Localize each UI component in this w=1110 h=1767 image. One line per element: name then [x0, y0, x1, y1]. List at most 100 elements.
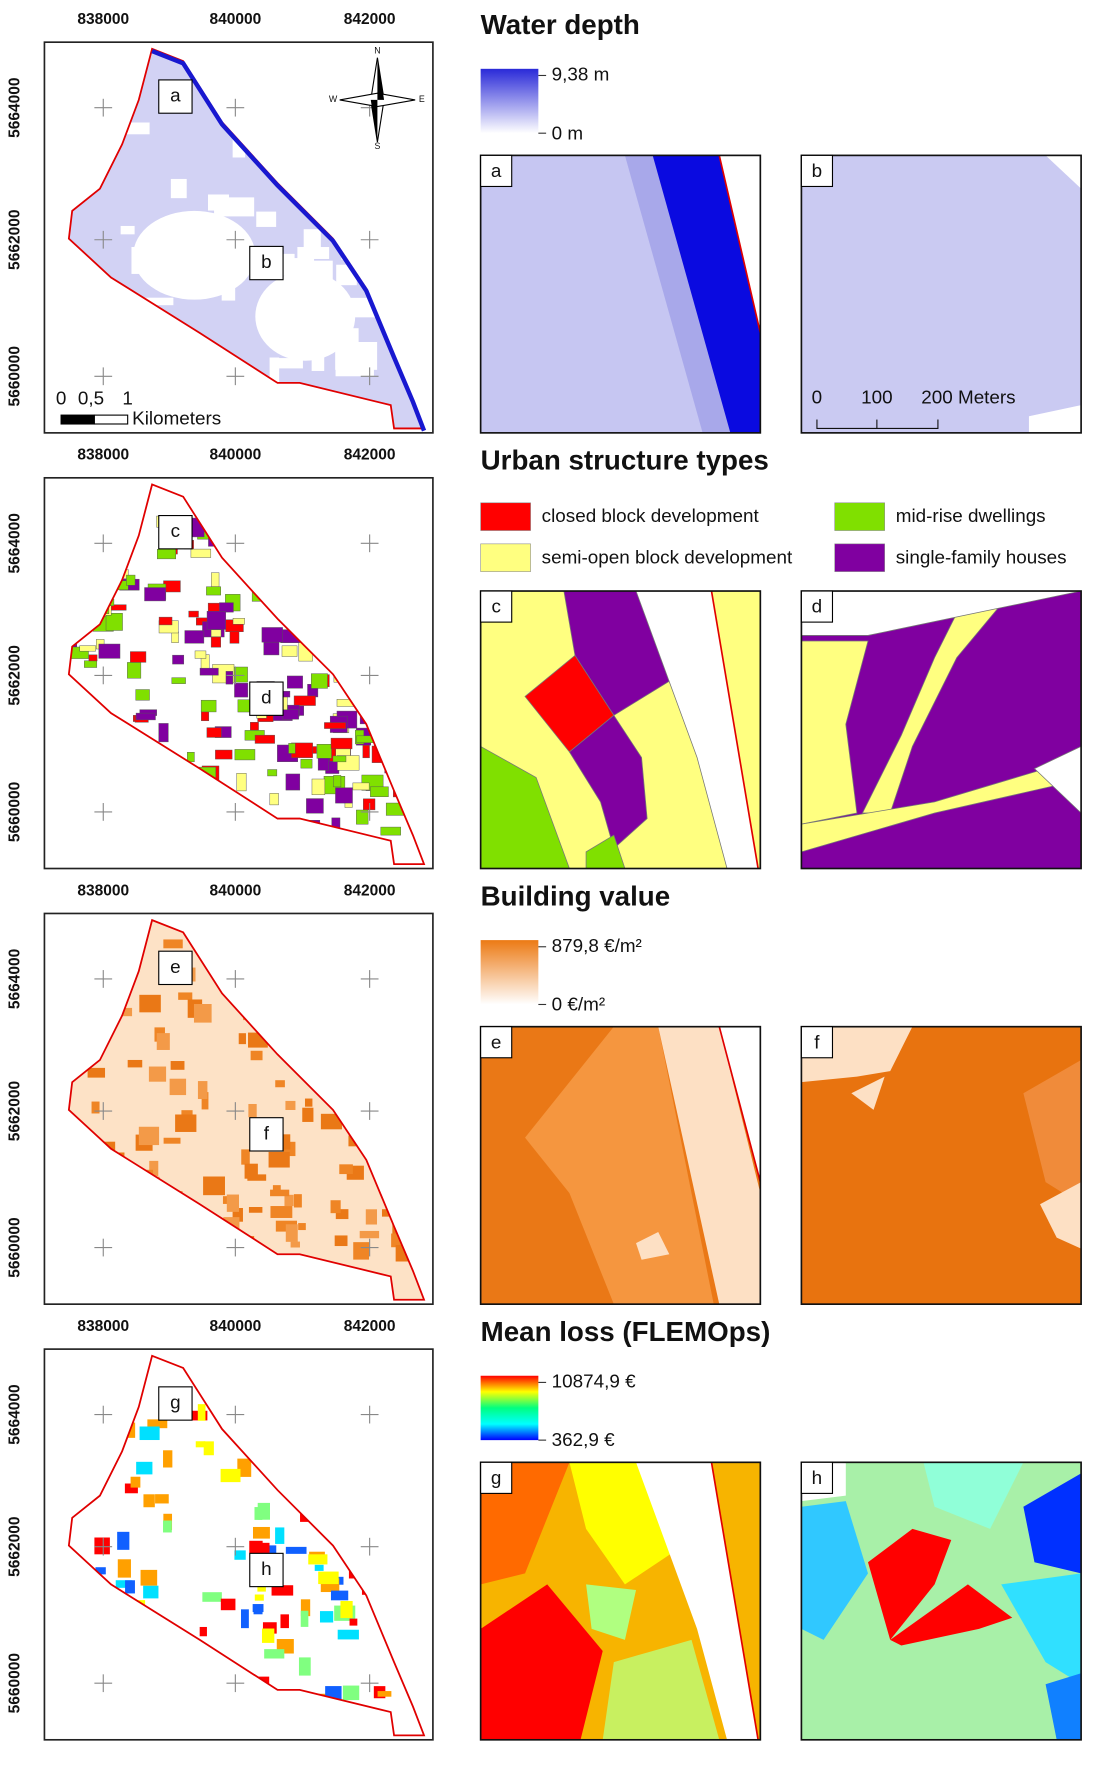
inset-label: a [491, 160, 502, 181]
inset-label: f [814, 1031, 820, 1052]
y-coordinate: 5664000 [7, 77, 24, 137]
compass-letter: E [419, 94, 425, 104]
inset-label: d [812, 596, 823, 617]
map-patch [175, 1114, 196, 1131]
dry-area [255, 272, 355, 361]
map-patch [311, 674, 327, 689]
map-patch [200, 1627, 207, 1636]
map-patch [335, 1235, 348, 1246]
map-patch [198, 1404, 206, 1421]
map-patch [366, 1209, 377, 1224]
legend-label: semi-open block development [542, 546, 793, 567]
map-patch [202, 1592, 222, 1602]
map-patch [172, 655, 183, 664]
map-patch [340, 1601, 352, 1618]
inset-label: e [491, 1031, 502, 1052]
x-coordinate: 842000 [344, 882, 396, 899]
inset-scale-label: 200 Meters [921, 386, 1015, 407]
map-patch [280, 1614, 288, 1628]
map-patch [312, 779, 325, 795]
map-patch [317, 744, 332, 758]
map-patch [117, 1532, 129, 1550]
page: {"map_axes": {"x_ticks": ["838000", "840… [0, 0, 1110, 1767]
map-patch [170, 1079, 186, 1095]
inset-scale-label: 100 [861, 386, 892, 407]
map-patch [178, 992, 192, 999]
legend-min: 0 m [552, 122, 583, 143]
map-patch [315, 1565, 324, 1571]
map-patch [143, 1494, 154, 1507]
legend-max: 879,8 €/m² [552, 935, 642, 956]
x-coordinate: 840000 [209, 882, 261, 899]
map-patch [139, 995, 161, 1013]
map-label: b [261, 251, 272, 272]
legend-max: 9,38 m [552, 63, 610, 84]
inset-label: h [812, 1467, 823, 1488]
scale-unit: Kilometers [132, 408, 221, 429]
map-patch [130, 652, 146, 663]
map-patch [285, 1101, 295, 1110]
map-label: g [170, 1391, 181, 1412]
x-coordinate: 840000 [209, 1318, 261, 1335]
map-patch [287, 676, 302, 688]
map-patch [275, 1527, 284, 1543]
x-coordinate: 838000 [77, 447, 129, 464]
map-patch [333, 756, 346, 762]
map-patch [339, 1164, 353, 1174]
map-patch [84, 661, 97, 668]
x-coordinate: 840000 [209, 11, 261, 28]
panel-title: Water depth [481, 9, 640, 40]
map-patch [258, 1503, 270, 1520]
x-coordinate: 838000 [77, 1318, 129, 1335]
map-patch [126, 575, 135, 585]
map-patch [171, 1061, 185, 1070]
legend-swatch [835, 544, 885, 572]
scale-label: 0,5 [78, 388, 104, 409]
x-coordinate: 838000 [77, 882, 129, 899]
map-patch [331, 738, 352, 749]
map-label: h [261, 1558, 272, 1579]
map-patch [275, 1080, 285, 1087]
map-patch [363, 745, 370, 758]
map-patch [286, 1547, 307, 1554]
scale-label: 0 [56, 388, 67, 409]
map-patch [353, 783, 369, 790]
map-patch [157, 1033, 170, 1050]
map-patch [294, 696, 315, 706]
map-patch [318, 1572, 338, 1585]
scale-bar [94, 415, 127, 424]
legend-label: single-family houses [896, 546, 1067, 567]
legend-ramp [481, 940, 539, 1004]
map-patch [155, 1494, 169, 1503]
map-patch [139, 1127, 159, 1145]
map-patch [92, 1102, 100, 1114]
map-patch [157, 549, 175, 559]
compass-letter: W [329, 94, 338, 104]
map-patch [136, 713, 155, 720]
y-coordinate: 5664000 [7, 513, 24, 573]
map-patch [264, 1649, 284, 1658]
inset-label: c [491, 596, 500, 617]
y-coordinate: 5662000 [7, 645, 24, 705]
map-patch [248, 1104, 256, 1117]
map-patch [89, 655, 97, 661]
map-patch [198, 1081, 207, 1099]
map-patch [203, 1176, 225, 1195]
compass-letter: N [374, 45, 380, 55]
map-patch [125, 1580, 135, 1593]
map-patch [298, 1223, 306, 1230]
map-patch [331, 1200, 341, 1213]
map-patch [232, 667, 247, 682]
map-patch [250, 722, 258, 730]
map-patch [301, 759, 312, 768]
legend-min: 362,9 € [552, 1429, 615, 1450]
x-coordinate: 842000 [344, 11, 396, 28]
map-patch [201, 711, 208, 720]
map-patch [239, 1033, 246, 1044]
map-patch [99, 644, 120, 658]
panel-title: Urban structure types [481, 445, 769, 476]
map-patch [338, 1630, 359, 1640]
map-patch [106, 613, 123, 630]
map-patch [331, 1591, 348, 1601]
map-patch [251, 1051, 263, 1060]
